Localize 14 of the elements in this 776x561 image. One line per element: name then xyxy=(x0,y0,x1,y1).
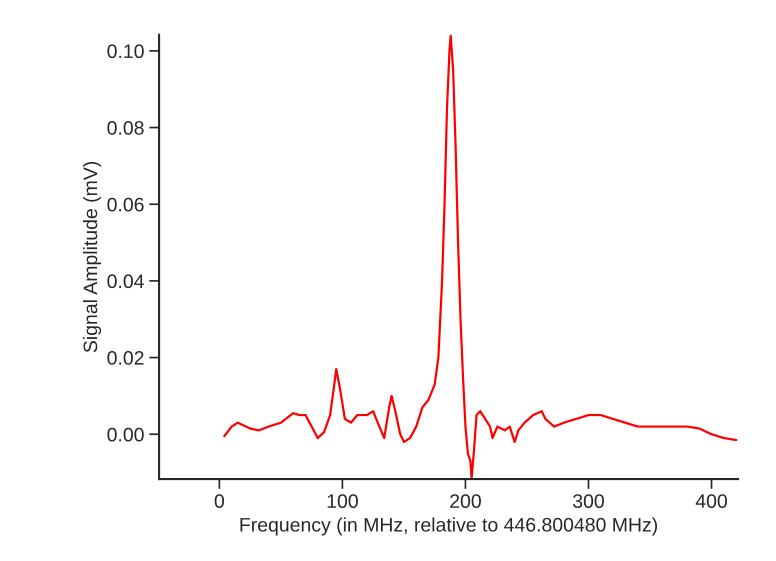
x-tick-label: 200 xyxy=(450,494,481,508)
x-tick-label: 100 xyxy=(328,494,358,508)
x-tick-label: 400 xyxy=(696,494,727,508)
y-tick-label: 0.08 xyxy=(107,121,144,135)
y-axis-title: Signal Amplitude (mV) xyxy=(82,162,102,352)
y-tick-label: 0.00 xyxy=(107,428,144,442)
x-axis-title: Frequency (in MHz, relative to 446.800480 MHz) xyxy=(240,517,657,536)
y-tick-label: 0.06 xyxy=(107,198,144,212)
line-series xyxy=(223,34,738,480)
y-tick-label: 0.10 xyxy=(107,44,144,58)
y-tick-label: 0.02 xyxy=(107,351,144,365)
x-tick-label: 0 xyxy=(214,494,224,508)
x-tick-label: 300 xyxy=(573,494,604,508)
y-tick-label: 0.04 xyxy=(107,274,144,288)
